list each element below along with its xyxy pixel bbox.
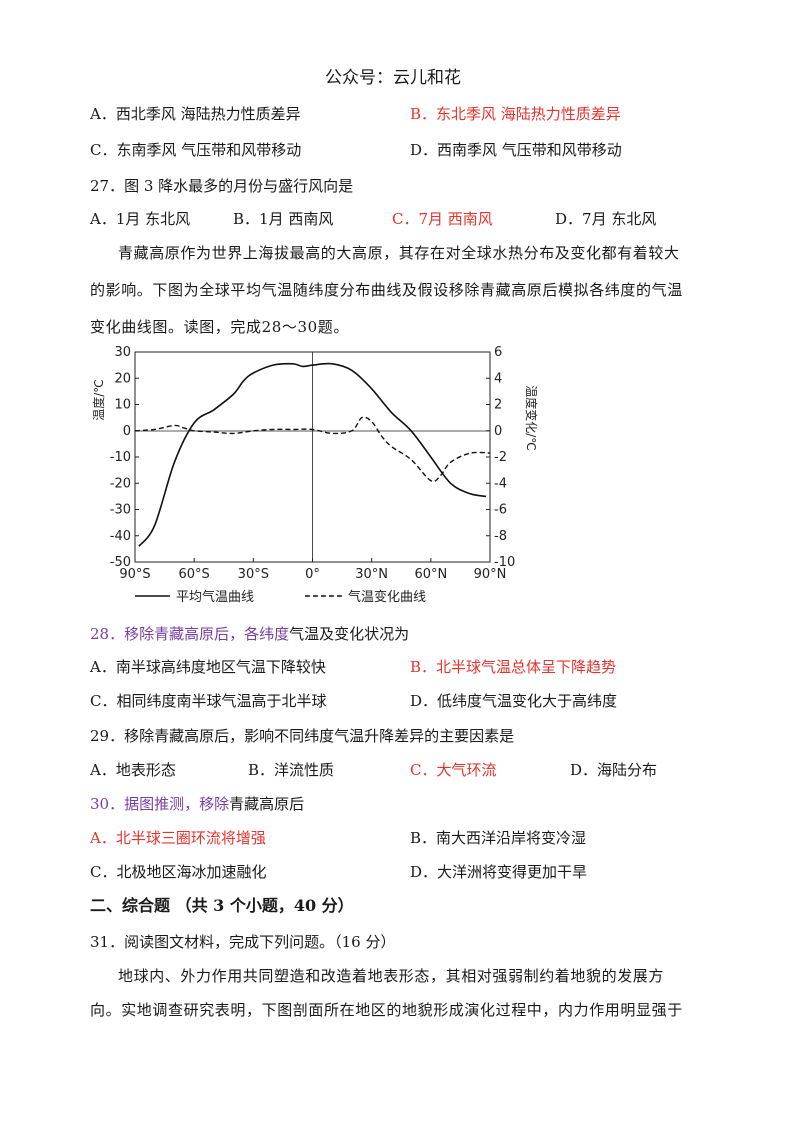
left-tick-label: 30 — [114, 345, 131, 360]
q28-stem: 28．移除青藏高原后，各纬度气温及变化状况为 — [90, 624, 409, 644]
x-tick-label: 30°S — [238, 567, 269, 582]
q31-stem: 31．阅读图文材料，完成下列问题。（16 分） — [90, 933, 396, 951]
x-tick-label: 30°N — [355, 567, 388, 582]
left-tick-label: -30 — [110, 503, 131, 518]
left-tick-label: 20 — [114, 371, 131, 386]
q28-stem-part1: 28．移除青藏高原后，各纬度 — [90, 625, 290, 643]
right-tick-label: -6 — [494, 503, 507, 518]
right-tick-label: 0 — [494, 424, 502, 439]
q28-option-a: A．南半球高纬度地区气温下降较快 — [90, 658, 326, 676]
x-tick-label: 60°S — [179, 567, 210, 582]
legend-avg-temp: 平均气温曲线 — [176, 589, 254, 605]
x-tick-label: 0° — [305, 567, 320, 582]
q26-option-c: C．东南季风 气压带和风带移动 — [90, 141, 302, 159]
q30-stem: 30．据图推测，移除青藏高原后 — [90, 794, 304, 814]
q28-option-c: C．相同纬度南半球气温高于北半球 — [90, 692, 327, 710]
section-2-title: 二、综合题 （共 3 个小题，40 分） — [90, 896, 354, 915]
right-tick-label: -4 — [494, 476, 507, 491]
intro-line-1: 青藏高原作为世界上海拔最高的大高原，其存在对全球水热分布及变化都有着较大 — [118, 244, 680, 262]
q30-option-d: D．大洋洲将变得更加干旱 — [410, 863, 588, 881]
x-tick-label: 90°N — [474, 567, 507, 582]
right-tick-label: -2 — [494, 450, 507, 465]
right-tick-label: 6 — [494, 345, 502, 360]
legend-temp-change: 气温变化曲线 — [348, 589, 426, 605]
q30-stem-part2: 青藏高原后 — [229, 795, 305, 813]
x-tick-label: 60°N — [414, 567, 447, 582]
q30-option-b: B．南大西洋沿岸将变冷湿 — [410, 829, 587, 847]
q29-option-b: B．洋流性质 — [248, 761, 335, 779]
left-tick-label: 10 — [114, 398, 131, 413]
q30-stem-part1: 30．据图推测，移除 — [90, 795, 230, 813]
right-axis-label: 温度变化/℃ — [524, 385, 539, 451]
temp-change-curve — [134, 416, 491, 483]
left-tick-label: -10 — [110, 450, 131, 465]
right-tick-label: 2 — [494, 398, 502, 413]
q26-option-d: D．西南季风 气压带和风带移动 — [410, 141, 622, 159]
x-axis-ticks: 90°S 60°S 30°S 0° 30°N 60°N 90°N — [119, 558, 506, 582]
left-tick-label: -40 — [110, 529, 131, 544]
q28-stem-part2: 气温及变化状况为 — [289, 625, 410, 643]
q30-option-a: A．北半球三圈环流将增强 — [90, 829, 266, 847]
q27-option-a: A．1月 东北风 — [90, 210, 191, 228]
q31-line-2: 向。实地调查研究表明，下图剖面所在地区的地貌形成演化过程中，内力作用明显强于 — [90, 1001, 683, 1019]
avg-temp-curve — [138, 362, 487, 547]
x-tick-label: 90°S — [119, 567, 150, 582]
intro-line-3: 变化曲线图。读图，完成28～30题。 — [90, 318, 349, 336]
left-axis-ticks: 30 20 10 0 -10 -20 -30 -40 -50 — [110, 345, 139, 570]
q29-stem: 29．移除青藏高原后，影响不同纬度气温升降差异的主要因素是 — [90, 727, 515, 745]
q27-option-d: D．7月 东北风 — [555, 210, 657, 228]
intro-line-2: 的影响。下图为全球平均气温随纬度分布曲线及假设移除青藏高原后模拟各纬度的气温 — [90, 281, 683, 299]
q27-stem: 27．图 3 降水最多的月份与盛行风向是 — [90, 177, 354, 195]
q28-option-d: D．低纬度气温变化大于高纬度 — [410, 692, 618, 710]
q28-option-b: B．北半球气温总体呈下降趋势 — [410, 658, 617, 676]
q30-option-c: C．北极地区海冰加速融化 — [90, 863, 267, 881]
q29-option-a: A．地表形态 — [90, 761, 176, 779]
right-tick-label: 4 — [494, 371, 502, 386]
page-header: 公众号：云儿和花 — [325, 68, 461, 88]
left-tick-label: 0 — [123, 424, 131, 439]
q27-option-c: C．7月 西南风 — [392, 210, 493, 228]
q26-option-b: B．东北季风 海陆热力性质差异 — [410, 105, 621, 123]
left-tick-label: -50 — [110, 555, 131, 570]
q29-option-d: D．海陆分布 — [570, 761, 658, 779]
q29-option-c: C．大气环流 — [410, 761, 497, 779]
left-axis-label: 温度/℃ — [91, 379, 106, 421]
q27-option-b: B．1月 西南风 — [233, 210, 334, 228]
right-tick-label: -8 — [494, 529, 507, 544]
left-tick-label: -20 — [110, 476, 131, 491]
right-tick-label: -10 — [494, 555, 515, 570]
q31-line-1: 地球内、外力作用共同塑造和改造着地表形态，其相对强弱制约着地貌的发展方 — [118, 967, 665, 985]
q26-option-a: A．西北季风 海陆热力性质差异 — [90, 105, 301, 123]
